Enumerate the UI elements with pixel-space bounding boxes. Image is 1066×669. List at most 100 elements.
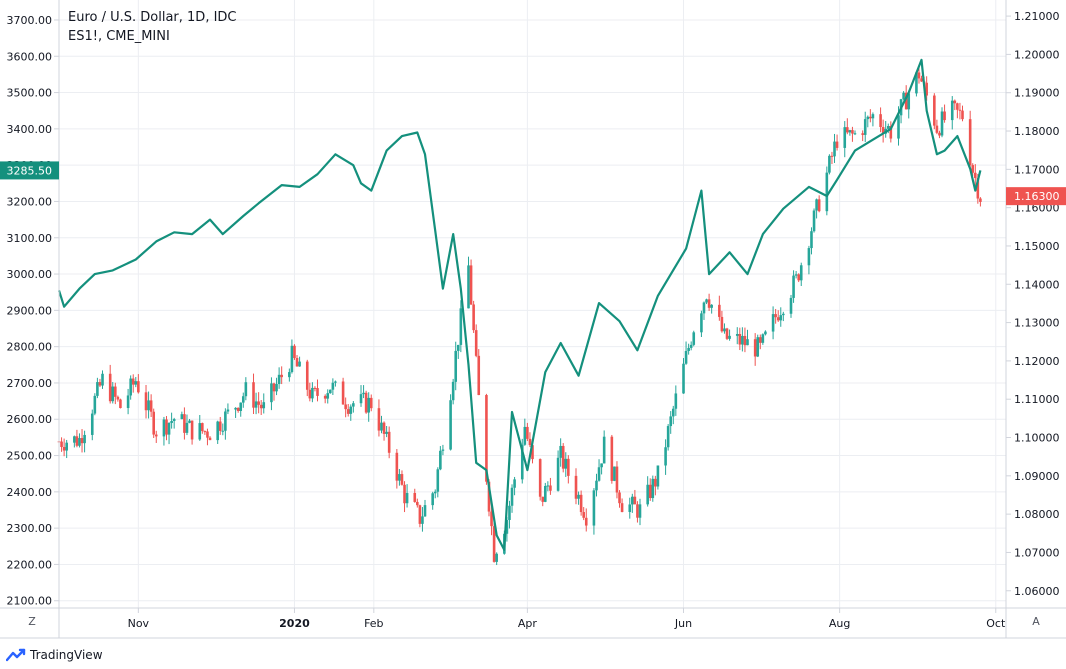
candle	[520, 438, 524, 484]
candle-body	[638, 504, 642, 518]
left-scale-mode-button[interactable]: Z	[28, 614, 36, 628]
candle	[288, 368, 291, 382]
candle	[308, 382, 312, 402]
candle-body	[574, 475, 578, 499]
candle	[541, 496, 545, 507]
candle-body	[633, 496, 637, 505]
candle-body	[656, 465, 660, 487]
candle-body	[459, 308, 463, 345]
candle-body	[628, 504, 632, 513]
candle-body	[702, 302, 706, 314]
candle	[234, 407, 237, 418]
candle-body	[825, 172, 829, 212]
candle	[244, 377, 248, 401]
left-tick-label: 3500.00	[7, 87, 53, 100]
candle	[725, 327, 729, 341]
candle-body	[226, 409, 230, 412]
candle	[753, 333, 757, 366]
candle-body	[111, 386, 115, 402]
candle-body	[848, 130, 852, 133]
candle-body	[400, 474, 404, 485]
candle	[720, 310, 724, 333]
candle-body	[971, 165, 975, 173]
candle-body	[620, 503, 624, 513]
candle-body	[346, 409, 350, 414]
candle-body	[863, 119, 867, 135]
compare-symbol-label[interactable]: ES1!, CME_MINI	[68, 29, 170, 44]
candle-body	[689, 344, 693, 348]
es-price-line	[57, 58, 982, 551]
brand-name[interactable]: TradingView	[30, 648, 103, 662]
candle-body	[577, 494, 580, 499]
candle	[938, 130, 941, 139]
candle-body	[723, 328, 726, 332]
candle-body	[270, 383, 273, 403]
candle-body	[528, 438, 532, 446]
candle	[152, 408, 155, 438]
candle-body	[134, 381, 138, 385]
candle	[776, 310, 780, 322]
right-tick-label: 1.18000	[1014, 125, 1060, 138]
candle-body	[206, 431, 209, 438]
right-scale-mode-button[interactable]: A	[1032, 614, 1040, 628]
candle	[508, 500, 511, 529]
candle-body	[943, 111, 946, 121]
left-last-price-bg	[0, 161, 59, 180]
time-tick-label: Apr	[518, 617, 538, 630]
candle-body	[915, 72, 918, 94]
candle	[311, 382, 314, 403]
candle	[290, 339, 294, 374]
time-tick-label: Nov	[128, 617, 150, 630]
candle-body	[720, 316, 724, 332]
candle	[403, 481, 406, 513]
candle	[329, 389, 332, 394]
candle	[239, 402, 243, 417]
candle	[90, 409, 94, 441]
candle-body	[403, 484, 406, 504]
candle	[451, 378, 455, 405]
candle-body	[828, 155, 831, 173]
candle-body	[75, 436, 79, 446]
candle-body	[869, 116, 872, 119]
right-tick-label: 1.21000	[1014, 10, 1060, 23]
main-symbol-label[interactable]: Euro / U.S. Dollar, 1D, IDC	[68, 10, 237, 25]
candle	[272, 382, 276, 401]
candle-body	[362, 392, 365, 395]
candle	[83, 430, 86, 453]
candle	[595, 473, 598, 497]
candle	[216, 420, 219, 444]
candle-body	[377, 408, 381, 431]
candle-body	[671, 408, 675, 417]
candle	[956, 102, 959, 119]
candle	[879, 107, 882, 133]
candle-body	[262, 402, 266, 409]
candle	[226, 403, 230, 415]
candle	[73, 435, 76, 448]
candle	[405, 484, 409, 508]
candle	[433, 489, 437, 499]
candle	[582, 507, 585, 521]
candle-body	[369, 397, 373, 409]
candle-body	[405, 492, 409, 504]
candle	[633, 489, 637, 505]
candle-body	[477, 355, 481, 396]
candle	[147, 391, 150, 419]
candle	[183, 407, 186, 440]
candle-body	[559, 445, 562, 458]
candle-body	[472, 304, 475, 331]
candle-body	[431, 493, 434, 506]
candle	[567, 455, 570, 484]
candle	[380, 415, 383, 434]
candle	[851, 126, 854, 142]
candle	[364, 390, 368, 414]
candle	[275, 377, 278, 396]
candle-body	[771, 314, 775, 332]
candle-body	[889, 126, 893, 139]
candle-body	[83, 434, 86, 444]
candle-body	[244, 382, 248, 397]
candle-body	[753, 339, 757, 357]
candle-body	[851, 130, 854, 134]
candle-body	[520, 444, 524, 480]
